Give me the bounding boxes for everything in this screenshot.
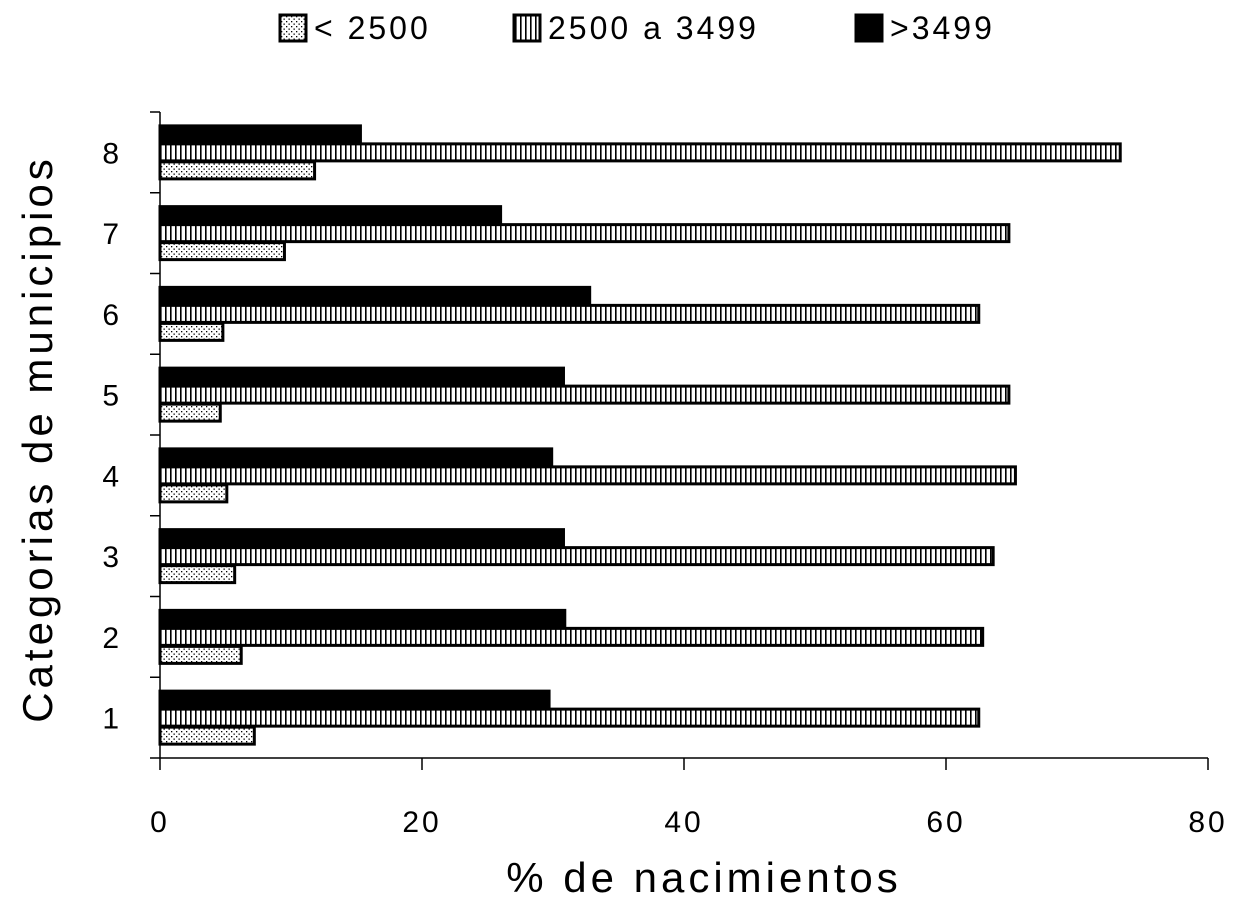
y-tick-label-7: 7 [102, 218, 122, 251]
bar-cat-5-series-1 [158, 402, 222, 423]
x-tick-label-60: 60 [926, 806, 965, 839]
bar-cat-2-series-1 [158, 644, 243, 665]
bar-cat-8-series-1 [158, 160, 317, 181]
legend: < 2500 2500 a 3499 >3499 [278, 10, 995, 46]
bar-cat-2-series-2 [158, 626, 985, 647]
bar-cat-4-series-2 [158, 465, 1017, 486]
x-tick-label-20: 20 [402, 806, 441, 839]
x-tick-label-40: 40 [664, 806, 703, 839]
bar-cat-1-series-2 [158, 707, 981, 728]
y-axis-ticks: 1 2 3 4 5 6 7 8 [102, 111, 160, 759]
bar-cat-1-series-3 [158, 689, 551, 710]
bar-cat-5-series-3 [158, 366, 565, 387]
bar-cat-7-series-2 [158, 223, 1011, 244]
y-tick-label-3: 3 [102, 541, 122, 574]
bar-cat-1-series-1 [158, 725, 256, 746]
x-axis-title: % de nacimientos [506, 854, 902, 901]
bar-cat-8-series-2 [158, 142, 1122, 163]
y-tick-label-5: 5 [102, 380, 122, 413]
y-tick-label-1: 1 [102, 703, 122, 736]
y-axis-title: Categorias de municipios [14, 155, 61, 723]
bar-cat-8-series-3 [158, 124, 362, 145]
legend-swatch-2 [512, 13, 542, 43]
bar-cat-7-series-1 [158, 241, 286, 262]
y-tick-label-6: 6 [102, 299, 122, 332]
legend-label-1: < 2500 [314, 10, 431, 46]
legend-swatch-3 [854, 13, 884, 43]
bar-cat-3-series-1 [158, 564, 237, 585]
bar-cat-6-series-3 [158, 285, 592, 306]
bar-cat-7-series-3 [158, 205, 503, 226]
y-tick-label-2: 2 [102, 622, 122, 655]
legend-label-2: 2500 a 3499 [548, 10, 759, 46]
x-tick-label-0: 0 [150, 806, 170, 839]
x-tick-label-80: 80 [1188, 806, 1227, 839]
bars-group [158, 124, 1122, 746]
bar-cat-4-series-1 [158, 483, 229, 504]
bar-cat-6-series-2 [158, 303, 981, 324]
x-axis-ticks: 0 20 40 60 80 [150, 758, 1227, 839]
legend-swatch-1 [278, 13, 308, 43]
y-tick-label-4: 4 [102, 460, 122, 493]
y-tick-label-8: 8 [102, 137, 122, 170]
bar-cat-6-series-1 [158, 321, 225, 342]
bar-cat-5-series-2 [158, 384, 1011, 405]
bar-cat-3-series-3 [158, 528, 565, 549]
bar-cat-2-series-3 [158, 608, 567, 629]
legend-label-3: >3499 [890, 10, 995, 46]
bar-cat-3-series-2 [158, 546, 995, 567]
bar-cat-4-series-3 [158, 447, 554, 468]
